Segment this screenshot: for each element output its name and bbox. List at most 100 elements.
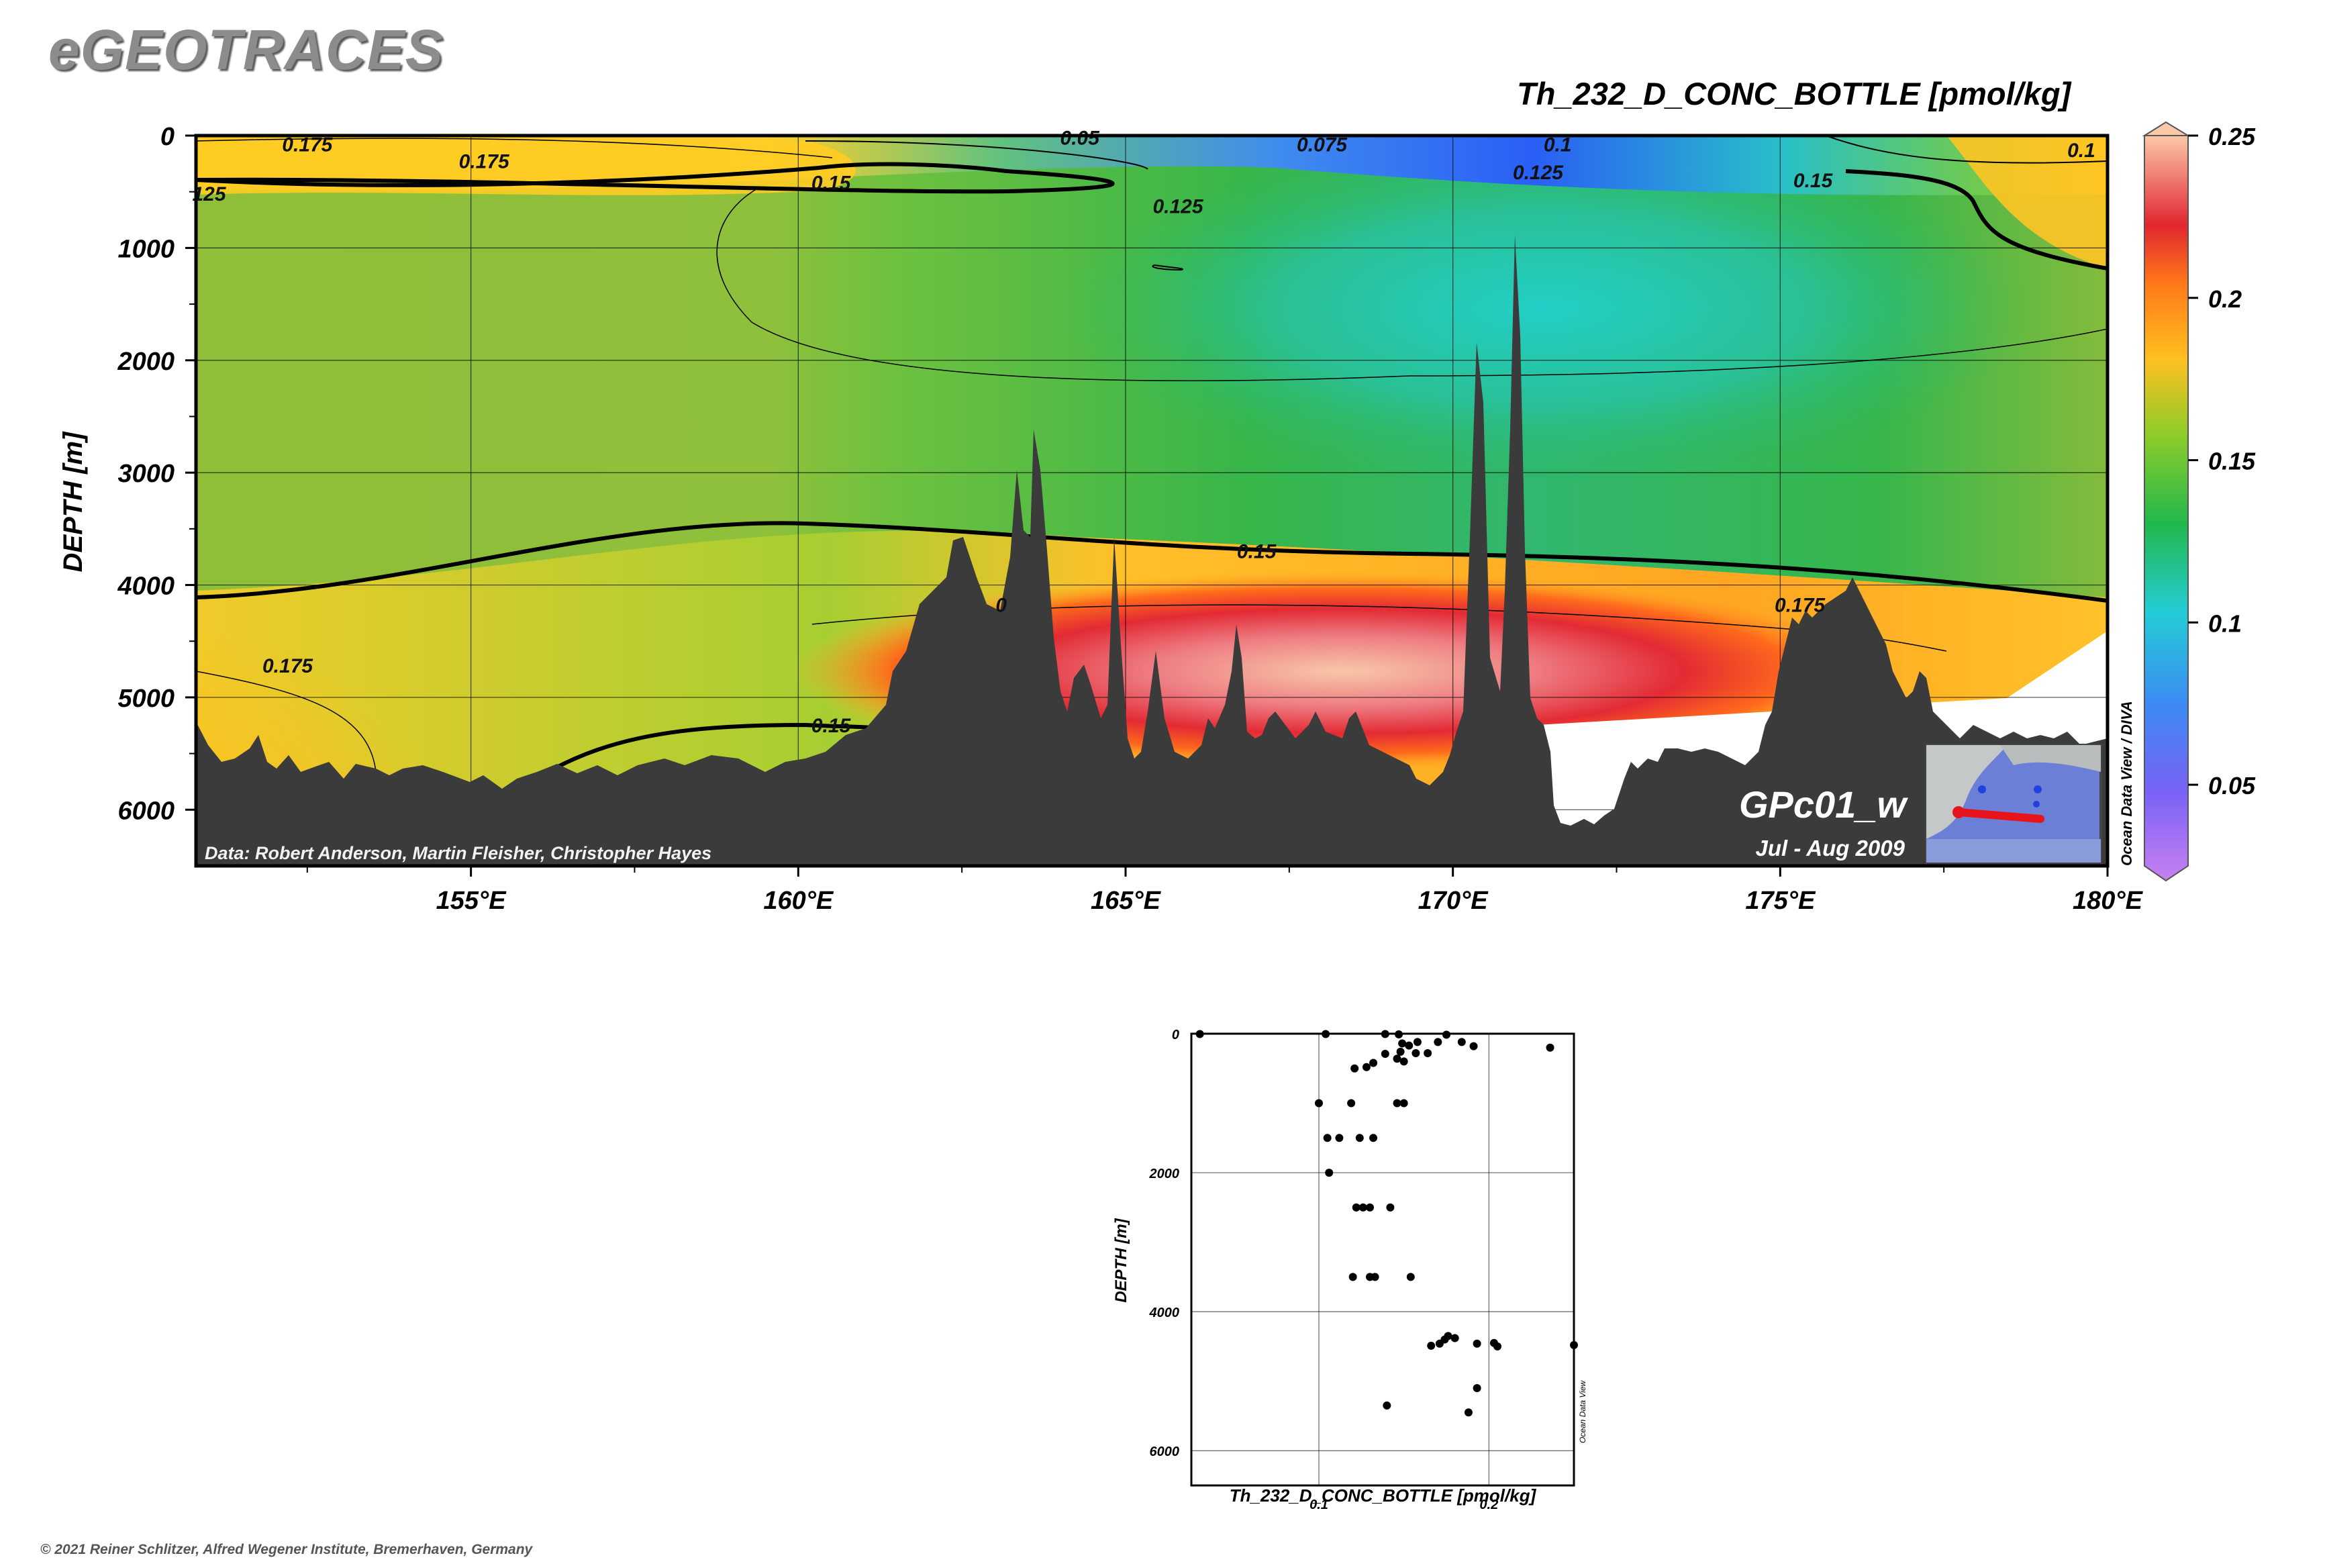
data-point: [1427, 1341, 1436, 1350]
y-tick-label: 5000: [117, 685, 175, 713]
profile-points: [1195, 1030, 1578, 1417]
profile-frame: [1190, 1032, 1575, 1487]
x-tick-label: 180°E: [2073, 887, 2144, 915]
contour-label: 0.125: [1513, 162, 1564, 184]
data-point: [1406, 1273, 1415, 1281]
x-tick-label: 175°E: [1745, 887, 1816, 915]
y-tick-label: 4000: [117, 573, 175, 601]
colorbar-tick-label: 0.25: [2208, 123, 2256, 150]
cruise-track: [1954, 808, 2044, 823]
colorbar: 0.05 0.1 0.15 0.2 0.25: [2142, 121, 2256, 882]
data-point: [1371, 1273, 1379, 1281]
data-point: [1322, 1030, 1330, 1038]
data-point: [1395, 1030, 1403, 1039]
y-tick-label: 6000: [1150, 1444, 1180, 1459]
x-tick-label: 155°E: [436, 887, 507, 915]
data-point: [1457, 1038, 1466, 1046]
data-point: [1450, 1334, 1459, 1342]
y-tick-label: 4000: [1149, 1306, 1180, 1320]
egeotraces-logo: eGEOTRACES: [48, 18, 444, 81]
data-credit: Data: Robert Anderson, Martin Fleisher, …: [205, 843, 711, 863]
contour-label: 0.15: [811, 715, 852, 737]
data-point: [1369, 1134, 1378, 1142]
data-point: [1393, 1055, 1401, 1063]
data-point: [1396, 1047, 1405, 1056]
profile-x-label: Th_232_D_CONC_BOTTLE [pmol/kg]: [1230, 1485, 1537, 1506]
data-point: [1424, 1048, 1432, 1057]
data-point: [1366, 1203, 1374, 1212]
data-point: [1325, 1169, 1334, 1177]
data-point: [1323, 1134, 1332, 1142]
y-tick-label: 1000: [117, 235, 175, 263]
cruise-name: GPc01_w: [1739, 783, 1908, 826]
cruise-inset-map[interactable]: [1925, 744, 2102, 864]
section-plot: 0.175 0.175 125 0.15 0.05 0.075 0.1 0.125 0.125 0…: [58, 121, 2256, 915]
data-point: [1570, 1340, 1578, 1349]
data-point: [1405, 1041, 1414, 1050]
contour-label: 0.05: [1060, 127, 1101, 149]
contour-label: 0.175: [1775, 595, 1826, 617]
contour-label: 0.1: [1544, 134, 1572, 156]
contour-label: 0.075: [1297, 134, 1348, 156]
data-point: [1386, 1203, 1395, 1212]
data-point: [1412, 1048, 1420, 1057]
data-point: [1352, 1203, 1360, 1212]
y-tick-label: 3000: [117, 460, 175, 488]
y-tick-label: 6000: [117, 797, 175, 825]
contour-label: 0.175: [262, 655, 313, 677]
colorbar-tick-label: 0.2: [2208, 285, 2242, 313]
data-point: [1464, 1408, 1473, 1417]
x-tick-label: 0.1: [1309, 1498, 1328, 1512]
data-point: [1473, 1339, 1481, 1348]
data-point: [1195, 1030, 1204, 1038]
cruise-period: Jul - Aug 2009: [1755, 836, 1905, 861]
contour-label: 0.15: [1793, 170, 1834, 192]
data-point: [1315, 1099, 1323, 1108]
data-point: [1546, 1043, 1554, 1052]
contour-label: 125: [192, 183, 226, 205]
contour-label: 0.125: [1152, 195, 1203, 217]
data-point: [1335, 1134, 1344, 1142]
profile-grid: [1191, 1034, 1574, 1485]
contour-labels: 0.175 0.175 125 0.15 0.05 0.075 0.1 0.125 0.125 0…: [192, 127, 2095, 736]
profile-y-label: DEPTH [m]: [1112, 1218, 1130, 1302]
data-point: [1442, 1030, 1450, 1039]
profile-y-axis: 0 2000 4000 6000: [1149, 1028, 1180, 1459]
data-point: [1399, 1099, 1408, 1108]
data-point: [1369, 1059, 1378, 1067]
data-point: [1473, 1384, 1481, 1393]
contour-label: 0.15: [1237, 540, 1277, 562]
data-point: [1381, 1030, 1389, 1038]
x-tick-label: 0.2: [1479, 1498, 1498, 1512]
profile-x-axis: 0.1 0.2: [1309, 1498, 1498, 1512]
data-point: [1347, 1099, 1356, 1108]
contour-label: 0: [995, 595, 1007, 617]
data-point: [1398, 1039, 1407, 1048]
data-point: [1435, 1339, 1444, 1348]
y-tick-label: 2000: [117, 348, 175, 376]
y-tick-label: 0: [160, 123, 175, 151]
section-frame: [194, 134, 2110, 868]
contour-label: 0.175: [459, 150, 510, 173]
variable-title: Th_232_D_CONC_BOTTLE [pmol/kg]: [1517, 76, 2071, 111]
data-point: [1350, 1064, 1359, 1073]
section-y-label: DEPTH [m]: [58, 431, 88, 573]
contour-label: 0.175: [282, 134, 333, 156]
contour-label: 0.15: [811, 172, 852, 194]
odv-diva-label: Ocean Data View / DIVA: [2118, 701, 2135, 866]
data-point: [1348, 1273, 1357, 1281]
colorbar-tick-label: 0.15: [2208, 448, 2256, 475]
colorbar-tick-label: 0.05: [2208, 772, 2256, 799]
data-point: [1413, 1038, 1422, 1046]
x-tick-label: 160°E: [763, 887, 834, 915]
data-point: [1358, 1203, 1367, 1212]
profile-plot: 0.1 0.2 0 2000 4000 6000 Th_232_D_CONC_BOTTL…: [1112, 1028, 1587, 1512]
data-point: [1493, 1342, 1501, 1351]
data-point: [1381, 1050, 1389, 1059]
section-x-axis: 155°E 160°E 165°E 170°E 175°E 180°E: [306, 866, 2144, 915]
contour-label: 0.1: [2067, 140, 2095, 162]
y-tick-label: 2000: [1149, 1167, 1180, 1181]
data-point: [1434, 1038, 1442, 1046]
copyright-footer: © 2021 Reiner Schlitzer, Alfred Wegener …: [40, 1542, 533, 1557]
y-tick-label: 0: [1172, 1028, 1179, 1042]
